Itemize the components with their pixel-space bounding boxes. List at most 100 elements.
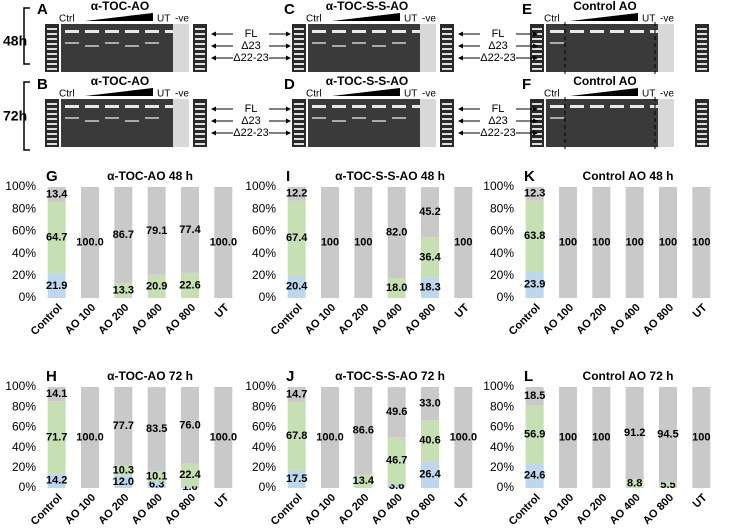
ladder-band — [47, 128, 57, 130]
gel-band — [392, 42, 406, 44]
y-tick-label: 40% — [12, 440, 36, 454]
ladder-band — [294, 108, 304, 110]
ladder-band — [442, 28, 452, 30]
bar-segment — [354, 474, 373, 488]
ladder-band — [294, 133, 304, 135]
value-label: 100.0 — [76, 236, 104, 248]
gel-band — [65, 30, 79, 33]
gel-ut: UT — [642, 14, 655, 25]
ladder-band — [442, 108, 452, 110]
ladder-band — [697, 68, 707, 70]
value-label: 22.6 — [179, 279, 200, 291]
gel-band — [312, 42, 326, 44]
value-label: 36.4 — [419, 251, 441, 263]
value-label: 56.9 — [524, 428, 545, 440]
bar-segment — [525, 387, 544, 406]
x-tick-label: AO 400 — [608, 302, 643, 337]
ladder-band — [442, 68, 452, 70]
ladder-band — [442, 118, 452, 120]
ladder-band — [294, 38, 304, 40]
panel-letter: L — [524, 368, 533, 385]
y-tick-label: 60% — [490, 224, 514, 238]
y-tick-label: 0% — [259, 480, 277, 494]
ladder-band — [47, 138, 57, 140]
gel-ctrl: Ctrl — [544, 89, 560, 100]
gel-blank — [173, 99, 189, 147]
gel-band — [125, 30, 139, 33]
panel-letter: J — [286, 368, 294, 385]
arrow-head — [286, 106, 291, 112]
bar-segment — [181, 463, 199, 487]
y-tick-label: 20% — [12, 268, 36, 282]
ladder-band — [697, 113, 707, 115]
ladder-band — [442, 128, 452, 130]
gel-band — [165, 105, 179, 108]
ladder-band — [47, 143, 57, 145]
x-tick-label: AO 100 — [63, 492, 98, 527]
bar-segment — [592, 387, 611, 488]
ladder-band — [47, 68, 57, 70]
ladder-band — [294, 68, 304, 70]
gel-band — [65, 42, 79, 44]
y-tick-label: 100% — [483, 179, 514, 193]
arrow-head — [458, 55, 463, 61]
gel-ctrl: Ctrl — [59, 14, 75, 25]
gel-band — [650, 105, 664, 108]
bar-segment — [81, 187, 99, 298]
gel-band — [125, 45, 139, 47]
bar-segment — [525, 187, 544, 201]
gel-band — [570, 30, 584, 33]
bar-segment — [692, 387, 711, 488]
gel-band — [590, 105, 604, 108]
ladder-band — [47, 48, 57, 50]
x-tick-label: AO 200 — [96, 492, 131, 527]
ladder-band — [294, 58, 304, 60]
ladder-band — [47, 133, 57, 135]
gel-band — [332, 120, 346, 122]
value-label: 10.1 — [146, 470, 167, 482]
x-tick-label: UT — [691, 301, 710, 320]
value-label: 100 — [559, 236, 577, 248]
arrow-head — [211, 130, 216, 136]
x-tick-label: AO 400 — [608, 492, 643, 527]
gel-band — [332, 45, 346, 47]
arrow-head — [211, 31, 216, 37]
ladder-band — [532, 28, 542, 30]
band-label: Δ23 — [241, 40, 261, 52]
chart-title: α-TOC-S-S-AO 48 h — [335, 169, 445, 183]
value-label: 26.4 — [419, 469, 441, 481]
gel-band — [125, 120, 139, 122]
ladder-band — [532, 53, 542, 55]
ladder-band — [195, 58, 205, 60]
ladder-band — [195, 43, 205, 45]
y-tick-label: 100% — [483, 379, 514, 393]
value-label: 14.1 — [46, 388, 67, 400]
gel-band — [352, 117, 366, 119]
gel-band — [412, 105, 426, 108]
bar-segment — [625, 387, 644, 480]
ladder-band — [195, 38, 205, 40]
arrow-head — [458, 130, 463, 136]
ladder-band — [697, 143, 707, 145]
value-label: 24.6 — [524, 469, 545, 481]
value-label: 10.3 — [113, 465, 134, 477]
value-label: 14.7 — [286, 388, 307, 400]
gel-band — [105, 30, 119, 33]
y-tick-label: 100% — [245, 379, 276, 393]
band-label: Δ23 — [241, 115, 261, 127]
ladder-band — [195, 63, 205, 65]
value-label: 46.7 — [386, 455, 407, 467]
ladder-band — [697, 128, 707, 130]
ladder-band — [195, 138, 205, 140]
value-label: 12.2 — [286, 188, 307, 200]
y-tick-label: 0% — [19, 290, 37, 304]
gel-band — [85, 30, 99, 33]
bar-segment — [147, 274, 166, 298]
value-label: 67.4 — [286, 232, 308, 244]
ladder-band — [195, 103, 205, 105]
gel-band — [550, 42, 564, 44]
gel-band — [372, 105, 386, 108]
x-tick-label: AO 400 — [370, 302, 405, 337]
y-tick-label: 20% — [12, 460, 36, 474]
